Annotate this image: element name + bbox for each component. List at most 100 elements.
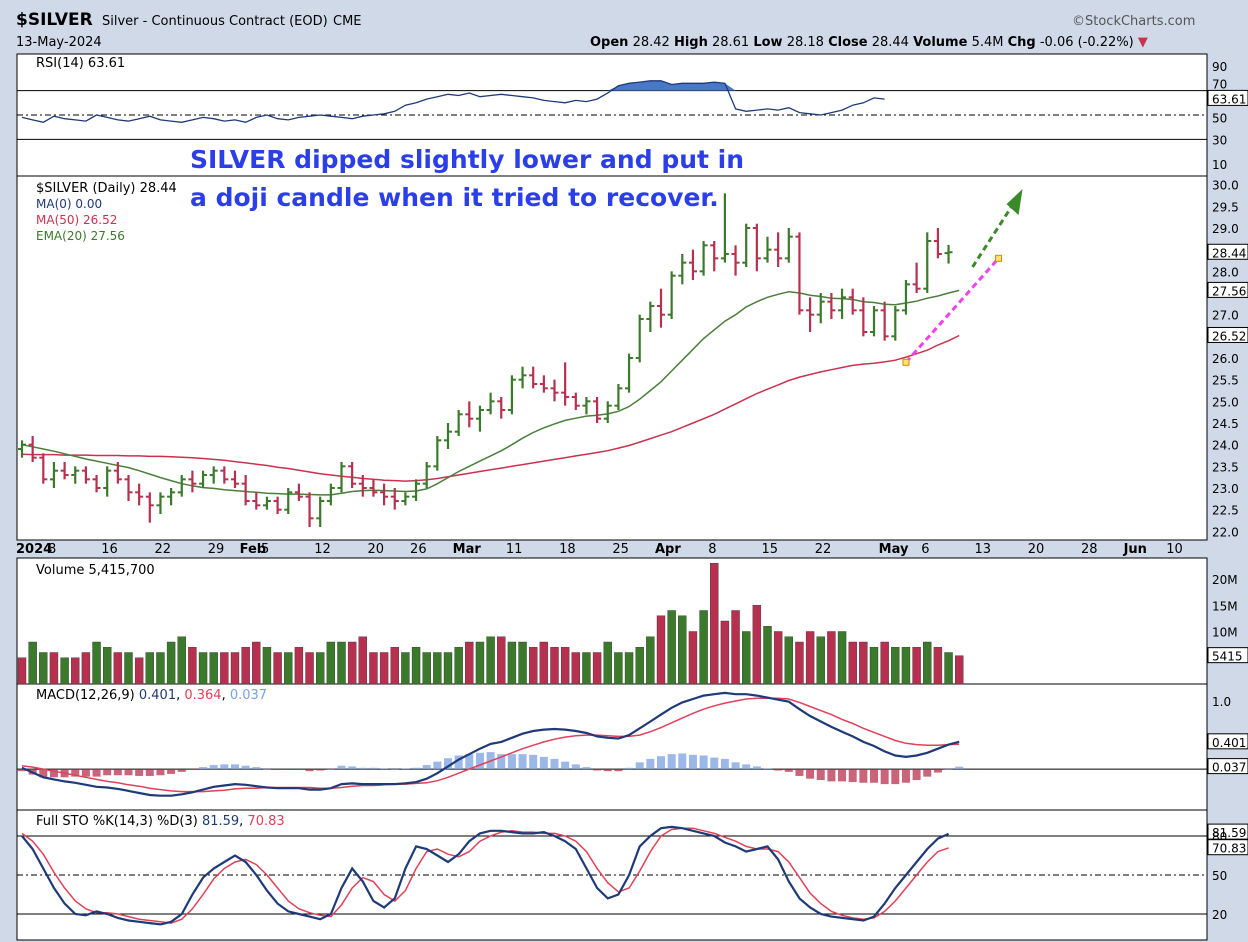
volume-bar — [912, 647, 921, 685]
volume-bar — [156, 652, 165, 685]
high-value: 28.61 — [711, 35, 750, 50]
macd-hist-bar — [390, 769, 399, 770]
macd-hist-bar — [795, 769, 804, 776]
volume-bar — [582, 652, 591, 685]
x-axis-label: 29 — [208, 542, 225, 557]
volume-bar — [433, 652, 442, 685]
macd-legend-macd: 0.401 — [139, 688, 176, 703]
volume-bar — [688, 631, 698, 685]
x-axis-label: 18 — [559, 542, 576, 557]
rsi-line — [21, 80, 885, 123]
volume-bar — [805, 631, 815, 685]
volume-bar — [901, 647, 911, 685]
volume-bar — [134, 657, 144, 685]
volume-bar — [305, 652, 314, 685]
volume-bar — [592, 652, 602, 685]
macd-hist-bar — [326, 769, 335, 770]
volume-bar — [81, 652, 91, 685]
x-axis-label: 6 — [921, 542, 929, 557]
macd-hist-bar — [348, 766, 357, 770]
price-tick: 24.0 — [1212, 439, 1239, 453]
low-label: Low — [753, 35, 783, 50]
price-tick: 27.0 — [1212, 309, 1239, 323]
volume-bar — [230, 652, 240, 685]
sto-legend-k: 81.59 — [202, 814, 239, 829]
macd-hist-bar — [688, 754, 697, 770]
price-tick-box — [1207, 243, 1248, 260]
volume-bar — [710, 563, 719, 685]
x-axis-label: 26 — [410, 542, 427, 557]
macd-hist-bar — [880, 769, 889, 785]
volume-bar — [60, 657, 69, 685]
price-tick: 23.0 — [1212, 482, 1239, 496]
macd-hist-bar — [92, 769, 101, 777]
rsi-value-label: 63.61 — [1212, 92, 1246, 106]
macd-hist-bar — [806, 769, 815, 779]
macd-hist-bar — [380, 768, 389, 770]
volume-bar — [646, 636, 655, 685]
sto-k-line — [21, 825, 950, 926]
symbol-title: $SILVER — [16, 10, 93, 30]
trendline-start-handle — [902, 358, 910, 366]
volume-bar — [49, 652, 59, 685]
macd-hist-bar — [848, 769, 857, 783]
macd-hist-bar — [273, 769, 282, 770]
macd-legend: MACD(12,26,9) 0.401, 0.364, 0.037 — [36, 688, 267, 703]
macd-hist-bar — [507, 754, 516, 770]
macd-hist-bar — [401, 768, 410, 770]
price-tick: 29.0 — [1212, 222, 1239, 236]
ema20-line — [21, 289, 960, 496]
macd-hist-bar — [923, 769, 932, 777]
macd-legend-prefix: MACD(12,26,9) — [36, 688, 135, 703]
volume-bar — [763, 626, 772, 685]
close-label: Close — [828, 35, 868, 50]
macd-hist-value-label-box — [1207, 758, 1248, 775]
x-axis-label: 10 — [1166, 542, 1183, 557]
macd-hist-bar — [358, 767, 367, 770]
volume-bar — [550, 647, 559, 685]
x-axis-label: 13 — [975, 542, 992, 557]
volume-value-label: 5415 — [1212, 650, 1243, 664]
volume-bar — [795, 641, 804, 685]
macd-hist-bar — [827, 769, 836, 782]
volume-bar — [337, 641, 346, 685]
volume-bar — [837, 631, 847, 685]
x-axis-label: Mar — [453, 542, 482, 557]
rsi-tick-10: 10 — [1212, 158, 1227, 172]
macd-hist-bar — [742, 764, 751, 770]
sto-value-d-box — [1207, 839, 1248, 856]
macd-hist-bar — [763, 768, 772, 770]
volume-bar — [944, 652, 953, 685]
price-tick: 26.52 — [1212, 329, 1246, 343]
macd-hist-bar — [518, 754, 527, 770]
open-value: 28.42 — [632, 35, 670, 50]
x-axis-label: 8 — [708, 542, 716, 557]
x-axis-label: 22 — [154, 542, 171, 557]
volume-bar — [209, 652, 218, 685]
macd-hist-bar — [18, 769, 26, 772]
x-axis-label: 28 — [1081, 542, 1098, 557]
trendline-magenta — [904, 257, 1000, 364]
x-axis-label: Apr — [655, 542, 681, 557]
macd-hist-bar — [188, 769, 197, 770]
projection-arrow-head — [1006, 189, 1023, 215]
macd-hist-value-label: 0.037 — [1212, 761, 1246, 775]
sto-value-d: 70.83 — [1212, 842, 1246, 856]
volume-bar — [358, 636, 367, 685]
x-axis-label: 8 — [48, 542, 56, 557]
rsi-tick-70: 70 — [1212, 77, 1227, 91]
ma50-line — [21, 334, 960, 482]
macd-hist-bar — [177, 769, 186, 772]
volume-bar — [294, 647, 304, 685]
volume-bar — [401, 652, 410, 685]
annotation-line-2: a doji candle when it tried to recover. — [190, 183, 719, 212]
sto-legend-prefix: Full STO %K(14,3) %D(3) — [36, 814, 198, 829]
volume-bar — [816, 636, 825, 685]
volume-bar — [955, 655, 964, 685]
volume-bar — [188, 647, 197, 685]
price-tick-box — [1207, 281, 1248, 298]
price-tick: 26.0 — [1212, 352, 1239, 366]
macd-hist-bar — [550, 758, 559, 770]
macd-hist-bar — [209, 765, 218, 770]
